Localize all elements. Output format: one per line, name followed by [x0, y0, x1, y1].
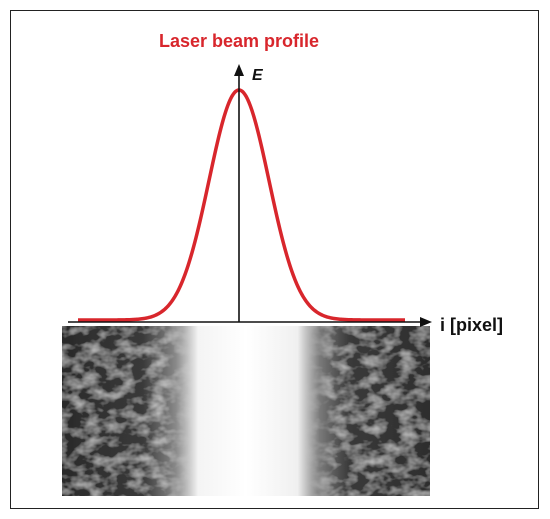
- x-axis-label: i [pixel]: [440, 315, 503, 335]
- title: Laser beam profile: [159, 31, 319, 51]
- y-axis-label: E: [252, 67, 264, 84]
- diagram: Laser beam profile E i [pixel]: [0, 0, 550, 519]
- beam-image: [62, 326, 430, 496]
